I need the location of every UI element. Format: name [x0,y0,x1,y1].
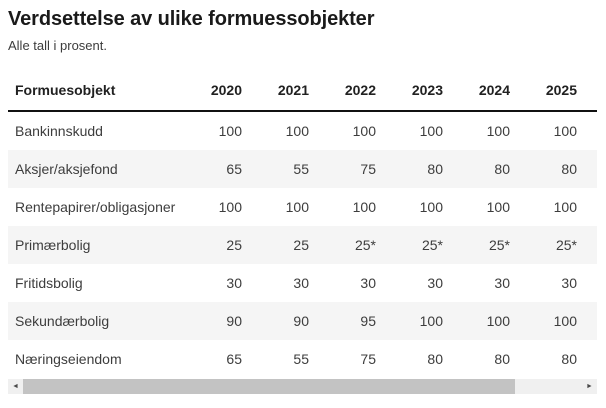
cell-value: 100 [218,122,242,139]
cell-value: 90 [293,312,309,329]
cell-value: 30 [293,274,309,291]
arrow-right-icon: ► [586,382,593,390]
row-label: Aksjer/aksjefond [15,160,118,177]
cell-value: 100 [553,122,577,139]
col-header-2024: 2024 [443,69,510,112]
cell-value: 80 [427,160,443,177]
cell-value: 100 [419,312,443,329]
cell-value: 100 [553,198,577,215]
row-label: Bankinnskudd [15,122,103,139]
cell-value: 80 [561,160,577,177]
cell-value: 80 [494,160,510,177]
cell-value: 100 [218,198,242,215]
cell-value: 25* [421,236,443,253]
cell-value: 100 [553,312,577,329]
table-row: Primærbolig 25 25 25* 25* 25* 25* [8,225,597,264]
table-row: Næringseiendom 65 55 75 80 80 80 [8,340,597,378]
row-label: Sekundærbolig [15,312,110,329]
scrollbar-thumb[interactable] [23,378,515,394]
scrollbar-track[interactable] [23,378,582,394]
cell-value: 80 [427,350,443,367]
cell-value: 75 [360,350,376,367]
arrow-left-icon: ◄ [12,382,19,390]
cell-value: 100 [486,312,510,329]
table-widget: Verdsettelse av ulike formuessobjekter A… [8,8,597,394]
subtitle: Alle tall i prosent. [8,38,107,53]
table-row: Bankinnskudd 100 100 100 100 100 100 [8,111,597,150]
cell-value: 100 [419,122,443,139]
cell-value: 100 [285,198,309,215]
cell-value: 80 [561,350,577,367]
header-row: Formuesobjekt 2020 2021 2022 2023 2024 2… [8,69,597,112]
cell-value: 80 [494,350,510,367]
cell-value: 100 [486,198,510,215]
cell-value: 30 [494,274,510,291]
cell-value: 100 [486,122,510,139]
cell-value: 55 [293,350,309,367]
col-header-formuesobjekt: Formuesobjekt [8,69,175,112]
col-header-2020: 2020 [175,69,242,112]
scroll-left-button[interactable]: ◄ [8,379,23,394]
table-row: Rentepapirer/obligasjoner 100 100 100 10… [8,188,597,226]
table-row: Sekundærbolig 90 90 95 100 100 100 [8,301,597,340]
row-label: Primærbolig [15,236,91,253]
col-header-2021: 2021 [242,69,309,112]
cell-value: 25* [354,236,376,253]
data-table: Formuesobjekt 2020 2021 2022 2023 2024 2… [8,69,597,378]
cell-value: 65 [226,160,242,177]
page-title: Verdsettelse av ulike formuessobjekter [8,8,375,30]
cell-value: 25 [226,236,242,253]
cell-value: 100 [419,198,443,215]
row-label: Fritidsbolig [15,274,83,291]
cell-value: 25* [488,236,510,253]
col-header-2025: 2025 [510,69,597,112]
cell-value: 25 [293,236,309,253]
cell-value: 65 [226,350,242,367]
scroll-right-button[interactable]: ► [582,379,597,394]
cell-value: 55 [293,160,309,177]
cell-value: 30 [226,274,242,291]
table-row: Aksjer/aksjefond 65 55 75 80 80 80 [8,149,597,188]
table-row: Fritidsbolig 30 30 30 30 30 30 [8,264,597,302]
cell-value: 100 [352,122,376,139]
cell-value: 30 [427,274,443,291]
col-header-2022: 2022 [309,69,376,112]
row-label: Næringseiendom [15,350,122,367]
cell-value: 25* [555,236,577,253]
cell-value: 75 [360,160,376,177]
cell-value: 100 [285,122,309,139]
cell-value: 30 [360,274,376,291]
cell-value: 95 [360,312,376,329]
col-header-2023: 2023 [376,69,443,112]
horizontal-scrollbar[interactable]: ◄ ► [8,378,597,394]
valuation-table: Formuesobjekt 2020 2021 2022 2023 2024 2… [8,69,597,394]
cell-value: 30 [561,274,577,291]
cell-value: 90 [226,312,242,329]
row-label: Rentepapirer/obligasjoner [15,198,176,215]
cell-value: 100 [352,198,376,215]
